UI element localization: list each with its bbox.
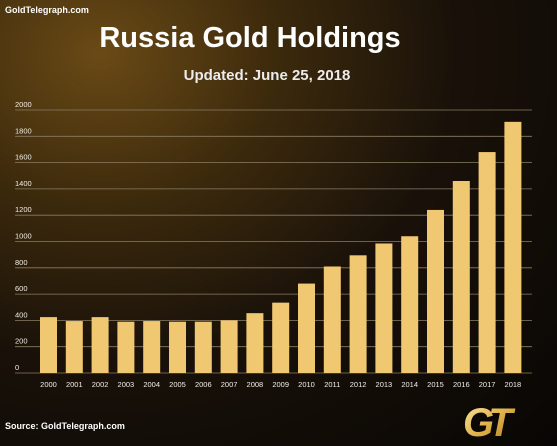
x-tick-label: 2002	[92, 380, 109, 389]
bar-2007	[220, 320, 238, 373]
bar-2013	[375, 243, 393, 373]
y-tick-label: 0	[15, 363, 19, 372]
bar-2000	[40, 317, 57, 373]
x-tick-label: 2009	[272, 380, 289, 389]
y-tick-label: 1400	[15, 179, 32, 188]
x-tick-label: 2010	[298, 380, 315, 389]
bar-2009	[272, 302, 290, 373]
bar-2012	[349, 255, 367, 373]
x-tick-label: 2007	[221, 380, 238, 389]
bar-2011	[323, 266, 341, 373]
bar-2016	[452, 181, 470, 373]
bar-2015	[427, 209, 444, 373]
y-tick-label: 1600	[15, 153, 32, 162]
site-name: GoldTelegraph.com	[5, 5, 89, 15]
chart-subtitle: Updated: June 25, 2018	[183, 67, 351, 84]
source-note: Source: GoldTelegraph.com	[5, 421, 125, 431]
bar-2005	[169, 321, 186, 373]
x-tick-label: 2017	[479, 380, 496, 389]
y-tick-label: 400	[15, 310, 28, 319]
bar-2006	[194, 321, 212, 373]
y-tick-label: 1800	[15, 126, 32, 135]
bar-2017	[478, 152, 496, 373]
bar-2010	[298, 283, 315, 373]
x-tick-label: 2000	[40, 380, 57, 389]
gt-logo-icon: GT	[463, 401, 522, 442]
y-tick-label: 2000	[15, 100, 32, 109]
x-tick-label: 2011	[324, 380, 340, 389]
x-tick-label: 2012	[350, 380, 367, 389]
x-tick-label: 2003	[118, 380, 135, 389]
x-tick-label: 2018	[505, 380, 522, 389]
bar-2003	[117, 321, 135, 373]
x-tick-labels: 2000 2001 2002 2003 2004 2005 2006 2007 2008 2009…	[40, 380, 521, 389]
x-tick-label: 2005	[169, 380, 186, 389]
bar-2008	[246, 313, 264, 373]
x-tick-label: 2006	[195, 380, 212, 389]
x-tick-label: 2001	[66, 380, 83, 389]
y-tick-label: 200	[15, 337, 28, 346]
bar-2014	[401, 236, 419, 373]
bars-layer	[40, 121, 522, 374]
x-tick-label: 2016	[453, 380, 470, 389]
bar-2018	[504, 121, 522, 374]
x-tick-label: 2014	[401, 380, 418, 389]
x-tick-label: 2013	[376, 380, 393, 389]
bar-2004	[143, 321, 161, 373]
chart-title: Russia Gold Holdings	[99, 22, 401, 54]
x-tick-label: 2008	[247, 380, 264, 389]
x-tick-label: 2004	[143, 380, 160, 389]
x-tick-label: 2015	[427, 380, 444, 389]
y-tick-label: 600	[15, 284, 28, 293]
y-tick-label: 800	[15, 258, 28, 267]
y-tick-label: 1200	[15, 205, 32, 214]
bar-2002	[91, 317, 109, 373]
bar-2001	[65, 321, 83, 373]
logo-text: GT	[463, 401, 516, 442]
y-tick-label: 1000	[15, 232, 32, 241]
